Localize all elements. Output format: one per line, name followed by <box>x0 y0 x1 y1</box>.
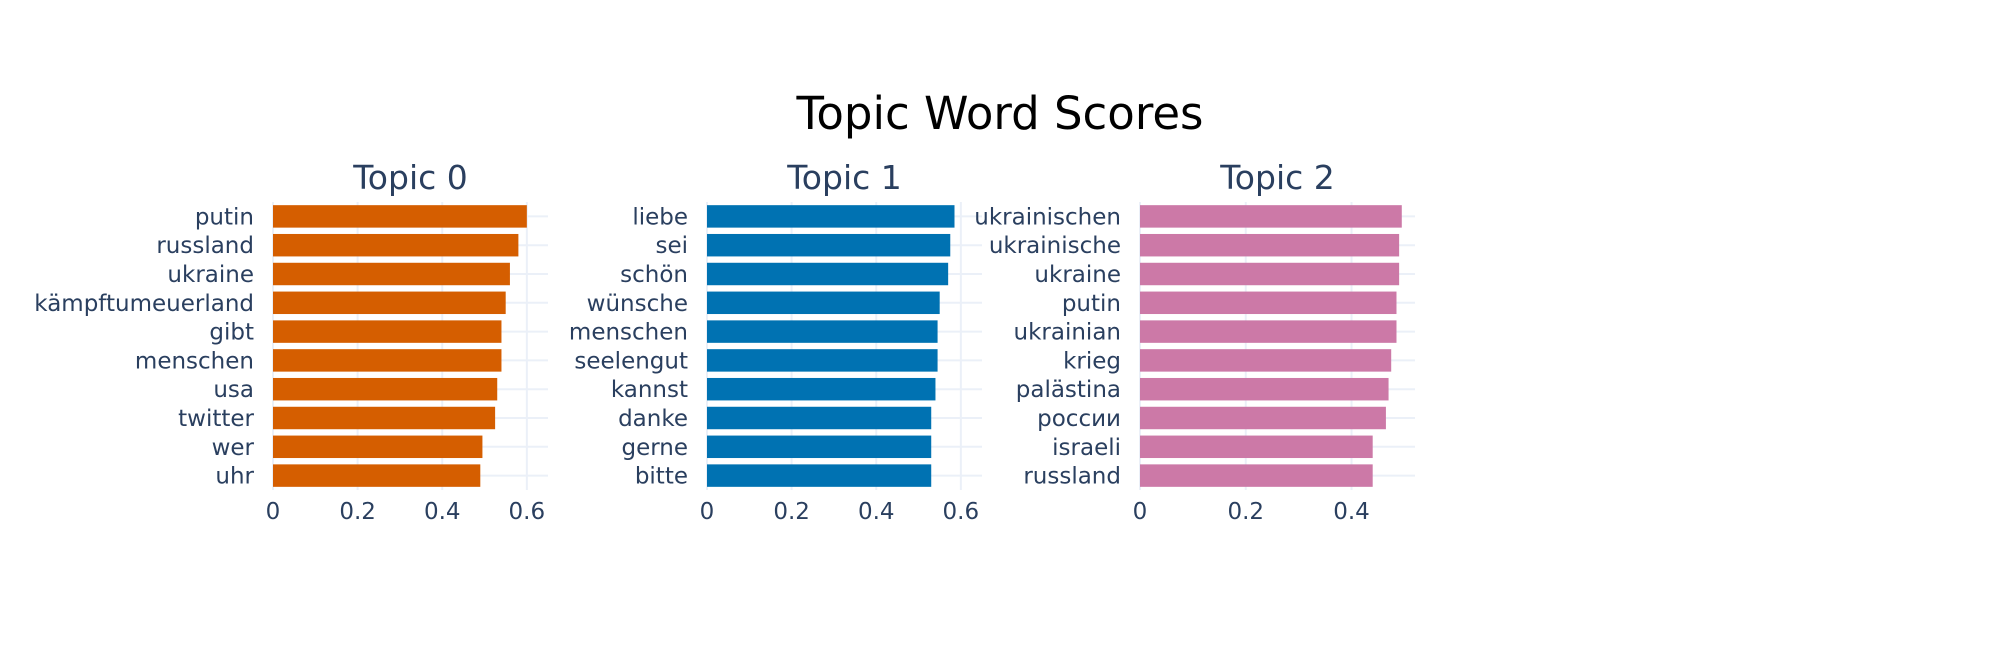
panel-title: Topic 2 <box>1219 158 1335 197</box>
panel-topic-2: Topic 2 ukrainischen ukrainische ukraine put… <box>974 158 1415 525</box>
x-tick-label: 0.4 <box>1333 499 1370 525</box>
bar <box>273 464 481 487</box>
bar <box>273 205 527 228</box>
bar <box>707 320 938 343</box>
bar <box>1140 406 1386 430</box>
x-tick-label: 0 <box>1133 499 1148 525</box>
category-label: schön <box>620 262 688 288</box>
x-tick-label: 0.4 <box>424 499 461 525</box>
category-label: putin <box>1062 291 1121 317</box>
category-label: krieg <box>1063 348 1121 374</box>
panel-topic-0: Topic 0 putin russland ukraine kämpftumeuerl… <box>34 158 548 525</box>
bar <box>273 349 502 372</box>
chart-title: Topic Word Scores <box>796 87 1204 140</box>
category-label: seelengut <box>574 348 688 374</box>
x-tick-label: 0.2 <box>339 499 376 525</box>
bar <box>707 262 949 286</box>
bar <box>1140 320 1397 343</box>
category-label: gibt <box>209 320 254 346</box>
bar <box>273 435 483 459</box>
panel-title: Topic 1 <box>786 158 902 197</box>
category-label: russland <box>1023 464 1121 490</box>
bar <box>707 464 932 487</box>
bar <box>1140 464 1373 487</box>
x-tick-label: 0.6 <box>943 499 980 525</box>
category-label: wünsche <box>587 291 688 317</box>
bar <box>273 320 502 343</box>
category-label: sei <box>655 233 688 259</box>
category-label: palästina <box>1016 377 1121 403</box>
x-tick-label: 0 <box>700 499 715 525</box>
category-label: uhr <box>215 464 254 490</box>
bar <box>707 233 951 257</box>
category-label: liebe <box>632 204 688 230</box>
x-tick-label: 0.4 <box>858 499 895 525</box>
category-label: ukraine <box>167 262 254 288</box>
x-tick-label: 0.6 <box>509 499 546 525</box>
bar <box>273 233 519 257</box>
bar <box>1140 435 1373 459</box>
bar <box>273 262 510 286</box>
bar <box>1140 349 1392 372</box>
bar <box>707 406 932 430</box>
bar <box>1140 291 1397 315</box>
bar <box>1140 377 1389 401</box>
category-label: kämpftumeuerland <box>34 291 254 317</box>
bar <box>707 205 955 228</box>
panel-title: Topic 0 <box>352 158 468 197</box>
bar <box>1140 205 1402 228</box>
bar <box>273 406 496 430</box>
category-label: россии <box>1037 406 1121 432</box>
category-label: usa <box>213 377 254 403</box>
bar <box>707 349 938 372</box>
bar <box>707 435 932 459</box>
bar <box>273 377 498 401</box>
category-label: wer <box>212 435 255 461</box>
category-label: ukraine <box>1034 262 1121 288</box>
bar <box>273 291 506 315</box>
category-label: ukrainischen <box>974 204 1121 230</box>
category-label: ukrainische <box>989 233 1121 259</box>
category-label: danke <box>618 406 688 432</box>
category-label: putin <box>195 204 254 230</box>
category-label: israeli <box>1052 435 1121 461</box>
bar <box>707 377 936 401</box>
bar <box>1140 233 1400 257</box>
panel-topic-1: Topic 1 liebe sei schön wünsche menschenseele… <box>569 158 982 525</box>
x-tick-label: 0.2 <box>773 499 810 525</box>
x-tick-label: 0 <box>266 499 281 525</box>
category-label: gerne <box>621 435 688 461</box>
category-label: bitte <box>635 464 688 490</box>
category-label: twitter <box>178 406 254 432</box>
bar <box>1140 262 1400 286</box>
category-label: menschen <box>569 320 688 346</box>
x-tick-label: 0.2 <box>1227 499 1264 525</box>
bar <box>707 291 940 315</box>
category-label: ukrainian <box>1014 320 1121 346</box>
category-label: kannst <box>611 377 688 403</box>
category-label: menschen <box>135 348 254 374</box>
category-label: russland <box>156 233 254 259</box>
